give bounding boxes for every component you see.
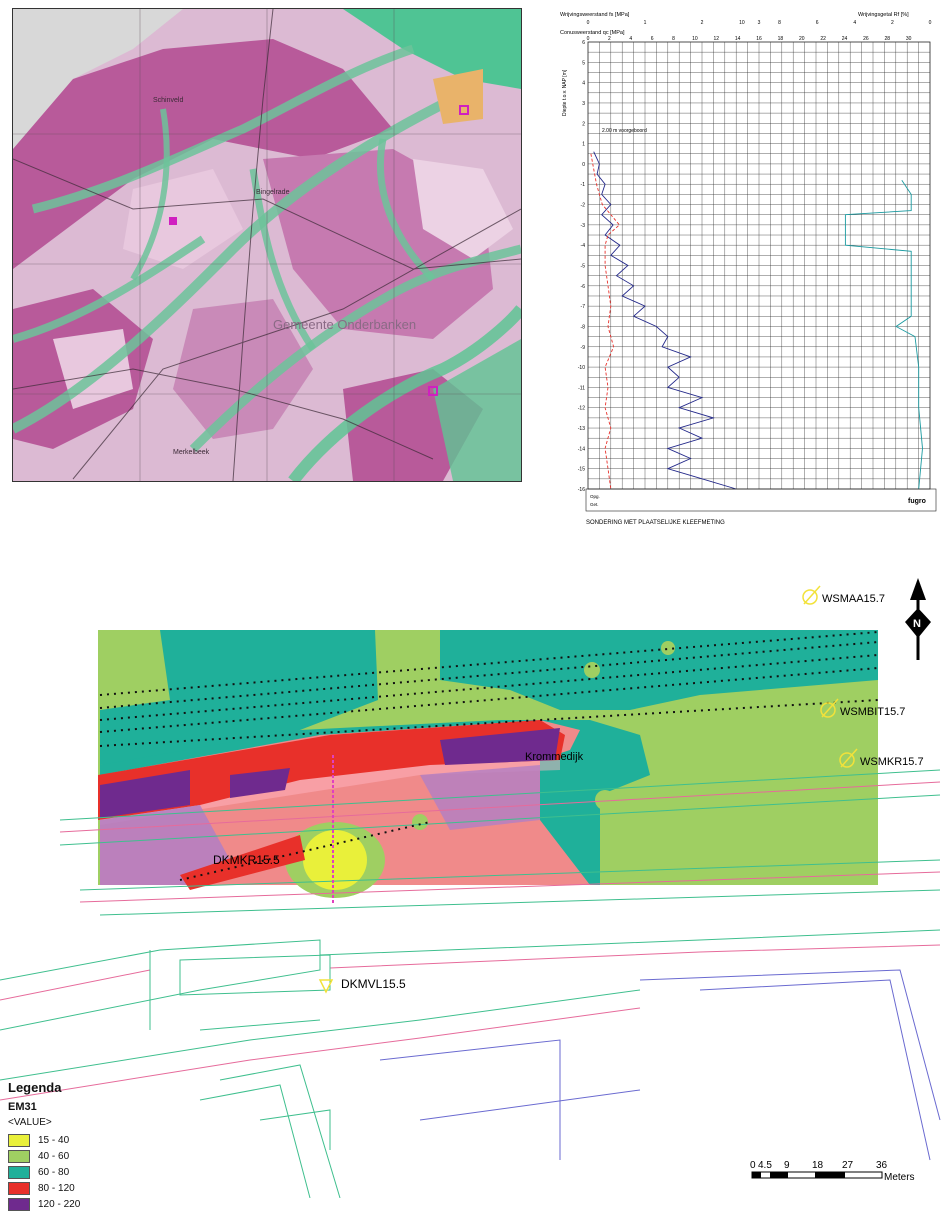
label-krommedijk: Krommedijk — [525, 751, 584, 763]
cpt-series-line — [844, 179, 923, 490]
legend-title: Legenda — [8, 1080, 62, 1095]
label-wsmaa: WSMAA15.7 — [822, 593, 885, 605]
predrill-annotation: 2.00 m voorgeboord — [602, 128, 647, 134]
depth-tick-label: -3 — [581, 223, 586, 229]
rf-tick-label: 4 — [853, 20, 856, 26]
depth-tick-label: 4 — [582, 81, 585, 87]
place-label: Merkelbeek — [173, 449, 210, 456]
depth-tick-label: -11 — [578, 385, 585, 391]
footer-opg: Opg. — [590, 494, 600, 499]
qc-tick-label: 30 — [906, 36, 912, 42]
cpt-chart-graphic: Wrijvingsweerstand fs [MPa] Conusweersta… — [560, 12, 937, 526]
qc-tick-label: 26 — [863, 36, 869, 42]
depth-tick-label: -7 — [581, 304, 586, 310]
qc-tick-label: 18 — [778, 36, 784, 42]
qc-tick-label: 16 — [756, 36, 762, 42]
fs-axis-label: Wrijvingsweerstand fs [MPa] — [560, 12, 630, 18]
place-label: Bingelrade — [256, 189, 290, 196]
legend-item: 80 - 120 — [8, 1180, 148, 1196]
depth-tick-label: -13 — [578, 426, 585, 432]
depth-tick-label: -15 — [578, 467, 585, 473]
legend-layer: EM31 — [8, 1101, 37, 1113]
qc-tick-label: 22 — [820, 36, 826, 42]
depth-tick-label: -10 — [578, 365, 585, 371]
soil-map-graphic: Gemeente Onderbanken Schinveld Bingelrad… — [13, 9, 521, 481]
depth-tick-label: 3 — [582, 101, 585, 107]
depth-tick-label: -1 — [581, 182, 586, 188]
depth-tick-label: -14 — [578, 446, 585, 452]
label-wsmkr: WSMKR15.7 — [860, 756, 924, 768]
qc-tick-label: 14 — [735, 36, 741, 42]
north-arrow-icon: N — [905, 578, 931, 660]
depth-tick-label: 0 — [582, 162, 585, 168]
rf-tick-label: 6 — [816, 20, 819, 26]
depth-tick-label: 6 — [582, 40, 585, 46]
legend-item: 40 - 60 — [8, 1148, 148, 1164]
qc-tick-label: 28 — [884, 36, 890, 42]
em31-map-graphic: N — [0, 578, 941, 1199]
label-dkmvl: DKMVL15.5 — [341, 977, 406, 991]
qc-tick-label: 0 — [587, 36, 590, 42]
depth-tick-label: -12 — [578, 406, 585, 412]
depth-tick-label: -16 — [578, 487, 585, 493]
fs-tick-label: 2 — [701, 20, 704, 26]
label-wsmbit: WSMBIT15.7 — [840, 706, 905, 718]
depth-tick-label: -2 — [581, 203, 586, 209]
scale-bar: 0 4.5 9 18 27 36 Meters — [750, 1160, 915, 1183]
rf-tick-label: 8 — [778, 20, 781, 26]
qc-axis-label: Conusweerstand qc [MPa] — [560, 30, 625, 36]
cpt-series-line — [593, 151, 737, 490]
rf-tick-label: 0 — [929, 20, 932, 26]
em31-map: N — [0, 560, 942, 1199]
svg-text:9: 9 — [784, 1160, 790, 1171]
rf-tick-label: 10 — [739, 20, 745, 26]
fs-tick-label: 3 — [758, 20, 761, 26]
legend-item: 120 - 220 — [8, 1196, 148, 1212]
cpt-chart: Wrijvingsweerstand fs [MPa] Conusweersta… — [558, 6, 938, 526]
qc-tick-label: 6 — [651, 36, 654, 42]
cpt-title: SONDERING MET PLAATSELIJKE KLEEFMETING — [586, 520, 725, 526]
svg-text:Meters: Meters — [884, 1172, 915, 1183]
qc-tick-label: 20 — [799, 36, 805, 42]
svg-text:18: 18 — [812, 1160, 824, 1171]
rf-axis-label: Wrijvingsgetal Rf [%] — [858, 12, 909, 18]
depth-tick-label: 2 — [582, 121, 585, 127]
svg-text:N: N — [913, 618, 921, 630]
svg-text:36: 36 — [876, 1160, 888, 1171]
footer-get: Get. — [590, 502, 599, 507]
legend-item: 60 - 80 — [8, 1164, 148, 1180]
depth-tick-label: -5 — [581, 264, 586, 270]
fs-tick-label: 0 — [587, 20, 590, 26]
depth-tick-label: -8 — [581, 324, 586, 330]
survey-track — [179, 821, 431, 881]
fugro-logo: fugro — [908, 498, 926, 505]
depth-axis-label: Diepte t.o.v. NAP [m] — [562, 69, 568, 116]
municipality-label: Gemeente Onderbanken — [273, 317, 416, 332]
soil-map: Gemeente Onderbanken Schinveld Bingelrad… — [12, 8, 522, 482]
qc-tick-label: 4 — [629, 36, 632, 42]
qc-tick-label: 2 — [608, 36, 611, 42]
svg-text:0: 0 — [750, 1160, 756, 1171]
qc-tick-label: 10 — [692, 36, 698, 42]
fs-tick-label: 1 — [644, 20, 647, 26]
rf-tick-label: 2 — [891, 20, 894, 26]
legend-item: 15 - 40 — [8, 1132, 148, 1148]
qc-tick-label: 12 — [713, 36, 719, 42]
legend-field: <VALUE> — [8, 1117, 52, 1128]
qc-tick-label: 8 — [672, 36, 675, 42]
place-label: Schinveld — [153, 97, 183, 104]
depth-tick-label: 1 — [582, 142, 585, 148]
depth-tick-label: 5 — [582, 60, 585, 66]
depth-tick-label: -9 — [581, 345, 586, 351]
svg-text:27: 27 — [842, 1160, 854, 1171]
label-dkmkr: DKMKR15.5 — [213, 853, 280, 867]
depth-tick-label: -4 — [581, 243, 586, 249]
svg-text:4.5: 4.5 — [758, 1160, 772, 1171]
depth-tick-label: -6 — [581, 284, 586, 290]
em31-legend: Legenda EM31 <VALUE> 15 - 40 40 - 60 60 … — [8, 1080, 148, 1212]
qc-tick-label: 24 — [842, 36, 848, 42]
cpt-series-line — [590, 153, 621, 490]
